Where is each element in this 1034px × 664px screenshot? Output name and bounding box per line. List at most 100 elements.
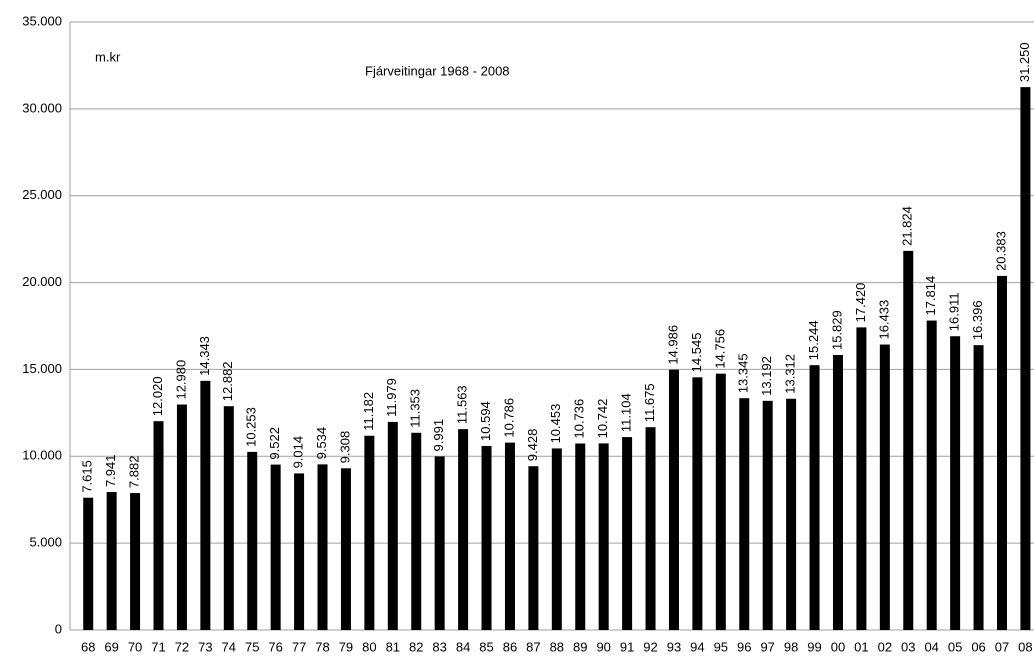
value-label: 17.814 <box>923 276 938 316</box>
bar <box>528 466 539 630</box>
bar <box>434 456 445 630</box>
value-label: 31.250 <box>1017 42 1032 82</box>
y-tick-label: 35.000 <box>22 13 62 28</box>
bar <box>247 451 258 630</box>
bar <box>762 400 773 630</box>
x-tick-label: 68 <box>81 639 95 654</box>
value-label: 10.786 <box>501 398 516 438</box>
bar <box>153 421 164 630</box>
x-tick-label: 07 <box>995 639 1009 654</box>
x-tick-label: 73 <box>198 639 212 654</box>
x-tick-label: 01 <box>854 639 868 654</box>
x-tick-label: 97 <box>760 639 774 654</box>
bar <box>1020 87 1031 630</box>
value-label: 11.182 <box>361 392 376 431</box>
y-tick-label: 15.000 <box>22 361 62 376</box>
value-label: 12.020 <box>150 376 165 416</box>
bar <box>176 404 187 630</box>
x-tick-label: 04 <box>924 639 938 654</box>
value-label: 10.253 <box>244 407 259 447</box>
bar <box>106 492 117 630</box>
x-tick-label: 77 <box>292 639 306 654</box>
bar <box>83 497 94 630</box>
bar <box>879 344 890 630</box>
x-tick-label: 85 <box>479 639 493 654</box>
bar <box>364 435 375 630</box>
bar <box>598 443 609 630</box>
value-label: 14.756 <box>712 329 727 369</box>
x-tick-label: 82 <box>409 639 423 654</box>
value-label: 11.353 <box>408 389 423 428</box>
x-tick-label: 74 <box>222 639 236 654</box>
x-tick-label: 94 <box>690 639 704 654</box>
x-tick-label: 89 <box>573 639 587 654</box>
x-tick-label: 05 <box>948 639 962 654</box>
x-tick-label: 96 <box>737 639 751 654</box>
bar <box>950 336 961 630</box>
y-tick-label: 25.000 <box>22 187 62 202</box>
x-tick-label: 70 <box>128 639 142 654</box>
bar <box>200 380 211 630</box>
value-label: 11.563 <box>455 385 470 424</box>
value-label: 10.453 <box>548 404 563 444</box>
value-label: 9.522 <box>267 427 282 460</box>
bar <box>903 250 914 631</box>
x-tick-label: 72 <box>175 639 189 654</box>
bar <box>668 369 679 630</box>
x-tick-label: 92 <box>643 639 657 654</box>
bar <box>645 427 656 630</box>
x-tick-label: 83 <box>432 639 446 654</box>
x-tick-label: 84 <box>456 639 470 654</box>
bar <box>973 345 984 630</box>
y-tick-label: 0 <box>55 621 62 636</box>
value-label: 16.911 <box>947 292 962 331</box>
y-tick-label: 5.000 <box>29 535 62 550</box>
bar <box>270 464 281 630</box>
x-tick-label: 99 <box>807 639 821 654</box>
value-label: 7.615 <box>80 460 95 493</box>
value-label: 10.594 <box>478 401 493 441</box>
value-label: 9.014 <box>291 436 306 469</box>
bar <box>832 355 843 630</box>
value-label: 13.312 <box>783 354 798 394</box>
value-label: 14.343 <box>197 336 212 376</box>
x-tick-label: 81 <box>386 639 400 654</box>
bar <box>996 275 1007 630</box>
bar <box>551 448 562 630</box>
value-label: 9.991 <box>431 419 446 452</box>
x-tick-label: 88 <box>550 639 564 654</box>
bar <box>481 445 492 630</box>
value-label: 11.675 <box>642 383 657 422</box>
x-tick-label: 69 <box>104 639 118 654</box>
value-label: 7.941 <box>103 455 118 488</box>
x-tick-label: 86 <box>503 639 517 654</box>
x-tick-label: 08 <box>1018 639 1032 654</box>
bar <box>575 443 586 630</box>
bar <box>317 464 328 630</box>
chart-title: Fjárveitingar 1968 - 2008 <box>365 63 510 78</box>
bar <box>387 421 398 630</box>
bar <box>294 473 305 630</box>
value-label: 7.882 <box>127 456 142 489</box>
bar <box>715 373 726 630</box>
value-label: 14.545 <box>689 333 704 373</box>
value-label: 16.433 <box>876 300 891 340</box>
bar <box>223 406 234 630</box>
x-tick-label: 80 <box>362 639 376 654</box>
value-label: 12.882 <box>220 361 235 401</box>
bar <box>692 377 703 630</box>
x-tick-label: 71 <box>151 639 165 654</box>
x-tick-label: 00 <box>831 639 845 654</box>
x-tick-label: 95 <box>714 639 728 654</box>
value-label: 21.824 <box>900 206 915 246</box>
y-tick-label: 30.000 <box>22 100 62 115</box>
bar <box>856 327 867 630</box>
unit-label: m.kr <box>95 49 121 64</box>
value-label: 20.383 <box>993 231 1008 271</box>
value-label: 16.396 <box>970 300 985 340</box>
x-tick-label: 02 <box>878 639 892 654</box>
x-tick-label: 06 <box>971 639 985 654</box>
x-tick-label: 93 <box>667 639 681 654</box>
y-tick-label: 20.000 <box>22 274 62 289</box>
